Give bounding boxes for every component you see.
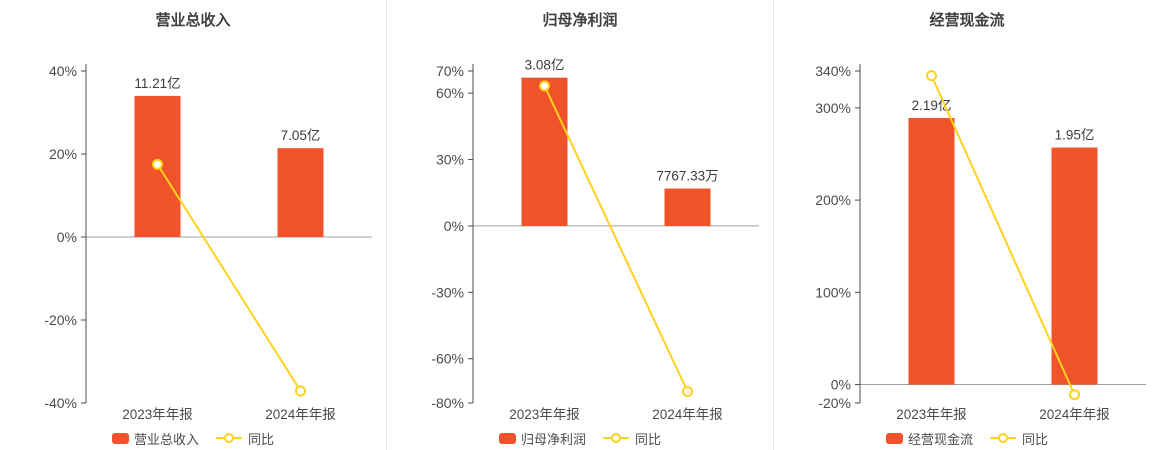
y-tick-label: 0%: [57, 229, 77, 245]
y-tick-label: -30%: [431, 284, 464, 300]
y-tick-label: 20%: [49, 146, 77, 162]
yoy-line-icon: [603, 433, 629, 443]
y-tick-label: -20%: [818, 395, 851, 411]
x-category-label: 2024年年报: [1039, 407, 1110, 422]
chart-panel-cash-flow: 经营现金流 340% 300% 200% 100% 0% -20% 2.19亿 1.95亿 20…: [773, 0, 1160, 450]
yoy-line-icon: [216, 433, 242, 443]
bar-2024年年报: [277, 148, 324, 237]
yoy-line: [930, 75, 1076, 396]
legend-item-cash-flow-bar[interactable]: 经营现金流: [885, 429, 973, 448]
y-tick-label: 100%: [815, 284, 851, 300]
bar-value-label: 3.08亿: [525, 58, 565, 73]
chart-title-cash-flow: 经营现金流: [929, 12, 1005, 29]
net-profit-legend: 归母净利润 同比: [387, 426, 773, 450]
legend-label: 同比: [248, 431, 275, 447]
y-tick-label: -60%: [431, 351, 464, 367]
bar-value-label: 1.95亿: [1055, 128, 1095, 143]
y-tick-label: -80%: [431, 395, 464, 411]
chart-title-revenue: 营业总收入: [155, 12, 231, 29]
y-tick-label: 200%: [815, 192, 851, 208]
bar-2023年年报: [908, 118, 955, 385]
revenue-legend: 营业总收入 同比: [0, 426, 386, 450]
x-category-label: 2024年年报: [652, 407, 723, 422]
bar-value-label: 11.21亿: [134, 76, 180, 91]
y-tick-label: 0%: [444, 218, 464, 234]
chart-panel-net-profit: 归母净利润 70% 60% 30% 0% -30% -60% -80% 3.08亿 7767.3…: [386, 0, 773, 450]
y-tick-label: 60%: [436, 85, 464, 101]
bar-swatch-icon: [498, 432, 516, 444]
yoy-marker: [1069, 389, 1080, 401]
bar-2023年年报: [521, 77, 568, 226]
legend-item-net-profit-bar[interactable]: 归母净利润: [498, 429, 586, 448]
y-tick-label: 340%: [815, 63, 851, 79]
yoy-marker: [152, 158, 163, 170]
bar-swatch-icon: [885, 432, 903, 444]
bar-value-label: 7767.33万: [656, 169, 718, 184]
yoy-marker: [926, 70, 937, 82]
legend-item-revenue-yoy[interactable]: 同比: [215, 429, 274, 448]
bar-2024年年报: [664, 188, 711, 226]
y-tick-label: -40%: [44, 395, 77, 411]
bar-value-label: 7.05亿: [281, 128, 321, 143]
legend-label: 同比: [635, 431, 662, 447]
yoy-marker: [295, 385, 306, 397]
yoy-marker: [539, 80, 550, 92]
bar-2024年年报: [1051, 147, 1098, 385]
y-tick-label: 40%: [49, 63, 77, 79]
legend-item-revenue-bar[interactable]: 营业总收入: [111, 429, 199, 448]
cash-flow-legend: 经营现金流 同比: [774, 426, 1160, 450]
legend-item-cash-flow-yoy[interactable]: 同比: [989, 429, 1048, 448]
yoy-line-icon: [990, 433, 1016, 443]
net-profit-chart: 70% 60% 30% 0% -30% -60% -80% 3.08亿 7767.33万 2023…: [431, 58, 759, 422]
x-category-label: 2023年年报: [896, 407, 967, 422]
y-tick-label: 30%: [436, 152, 464, 168]
yoy-line: [543, 85, 689, 392]
y-tick-label: -20%: [44, 312, 77, 328]
chart-title-net-profit: 归母净利润: [542, 12, 618, 29]
legend-label: 归母净利润: [520, 431, 586, 447]
y-tick-label: 70%: [436, 63, 464, 79]
yoy-marker: [682, 385, 693, 397]
y-tick-label: 0%: [831, 377, 851, 393]
chart-panel-revenue: 营业总收入 40% 20% 0% -20% -40% 11.21亿 7.05亿 2023年年报…: [0, 0, 386, 450]
bar-swatch-icon: [111, 432, 129, 444]
legend-label: 同比: [1022, 431, 1049, 447]
x-category-label: 2023年年报: [122, 407, 193, 422]
y-tick-label: 300%: [815, 100, 851, 116]
x-category-label: 2023年年报: [509, 407, 580, 422]
legend-item-net-profit-yoy[interactable]: 同比: [602, 429, 661, 448]
legend-label: 经营现金流: [907, 431, 973, 447]
bar-value-label: 2.19亿: [912, 98, 952, 113]
x-category-label: 2024年年报: [265, 407, 336, 422]
revenue-chart: 40% 20% 0% -20% -40% 11.21亿 7.05亿 2023年年报 2024年年…: [44, 63, 372, 422]
yoy-line: [156, 163, 302, 392]
cash-flow-chart: 340% 300% 200% 100% 0% -20% 2.19亿 1.95亿 2023年年报 2…: [815, 63, 1146, 422]
legend-label: 营业总收入: [133, 431, 199, 447]
